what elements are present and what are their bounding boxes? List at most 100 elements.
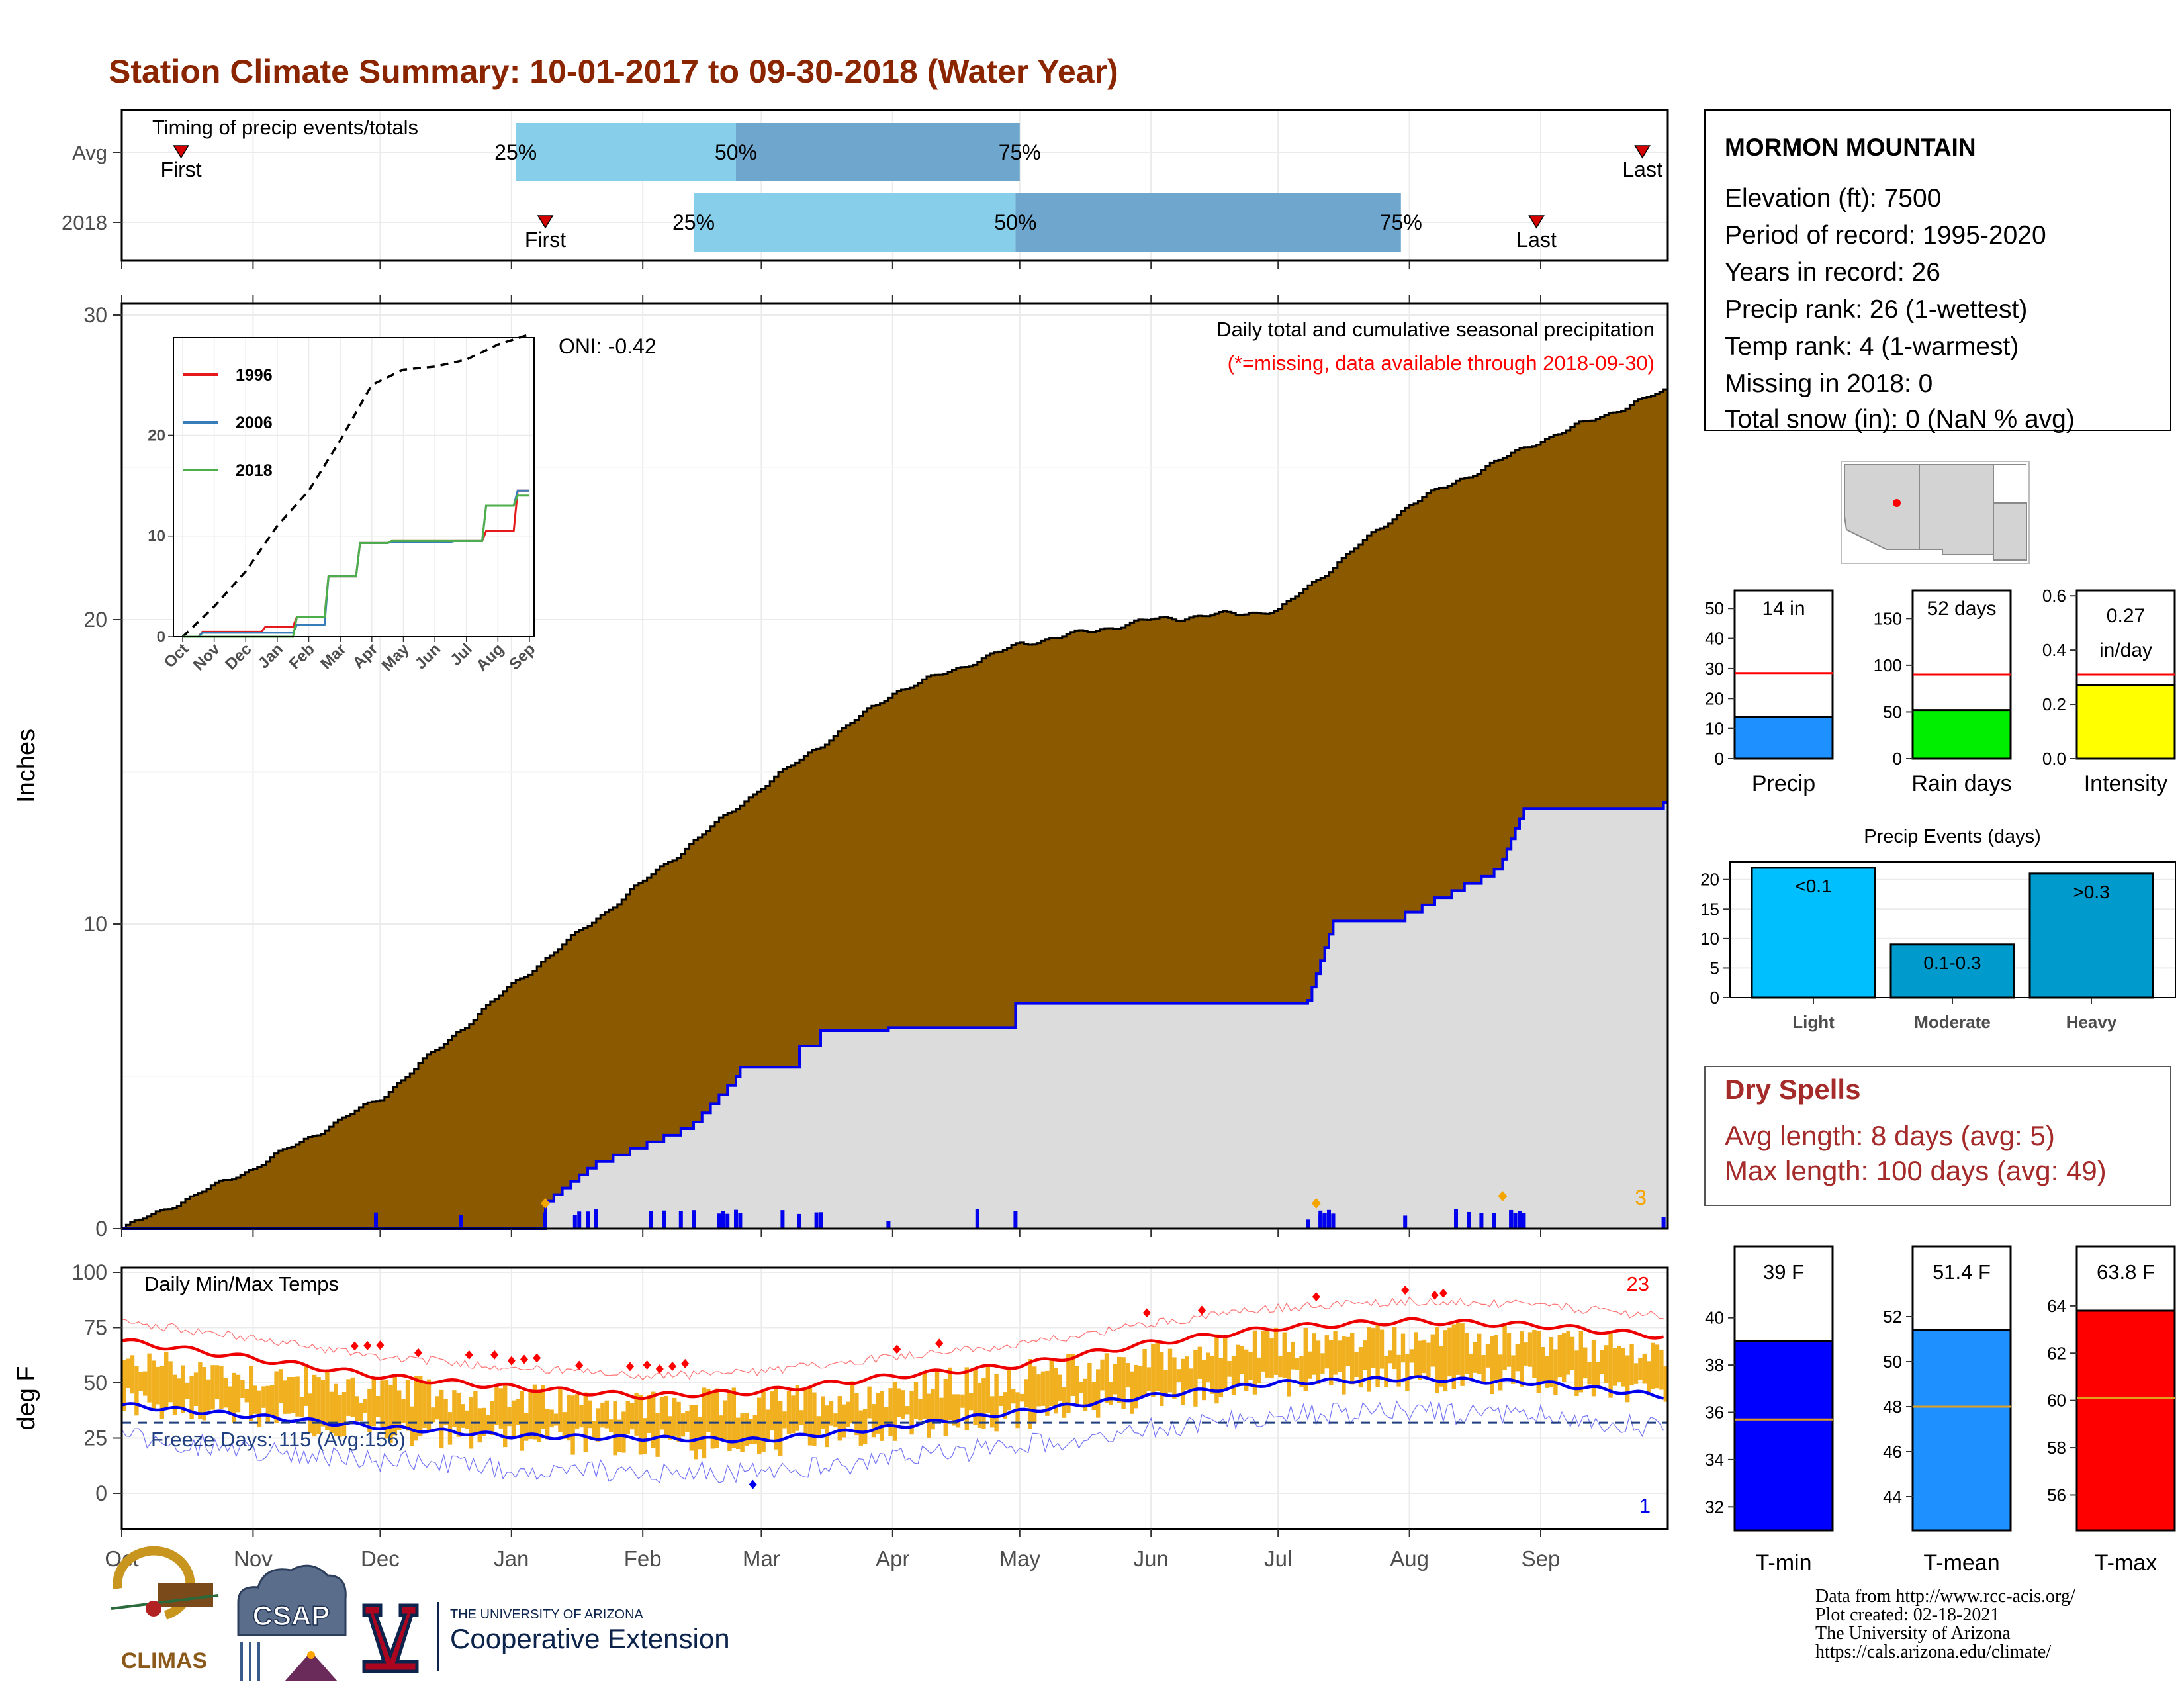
- inset-average-line: [181, 333, 530, 638]
- temp-range-bar-30: [249, 1366, 253, 1421]
- temp-range-bar-244: [1155, 1342, 1160, 1391]
- temp-range-bar-61: [380, 1380, 385, 1427]
- temp-range-bar-44: [308, 1393, 312, 1434]
- temp-range-bar-269: [1261, 1331, 1265, 1372]
- heavy-event-markers: [541, 1191, 1508, 1209]
- temp-range-bar-311: [1439, 1346, 1443, 1387]
- temp-range-bar-74: [435, 1396, 439, 1420]
- temp-range-bar-267: [1252, 1330, 1257, 1395]
- mini-tick-label-0-3: 30: [1705, 659, 1724, 679]
- temp-range-bar-291: [1354, 1352, 1359, 1377]
- record-high-marker-10: [626, 1362, 634, 1372]
- heavy-event-marker-1: [1311, 1198, 1321, 1209]
- climas-wordmark: CLIMAS: [121, 1648, 207, 1673]
- daily-precip-bars: [374, 1209, 1666, 1229]
- events-ytick-label-4: 20: [1700, 870, 1719, 890]
- mini-label-1: Rain days: [1911, 771, 2011, 796]
- temp-range-bar-186: [909, 1391, 914, 1435]
- mini-tick-label-1-1: 50: [1883, 702, 1902, 722]
- station-line-1: Elevation (ft): 7500: [1725, 184, 1941, 212]
- temp-range-bar-145: [736, 1417, 741, 1450]
- temp-range-bar-323: [1490, 1336, 1494, 1394]
- temp-range-bar-349: [1600, 1350, 1604, 1374]
- temp-range-bar-17: [193, 1372, 199, 1407]
- temp-range-bar-62: [384, 1380, 389, 1439]
- temp-range-bar-328: [1511, 1355, 1516, 1384]
- temp-range-bar-139: [710, 1391, 715, 1449]
- record-high-marker-22: [1439, 1288, 1447, 1298]
- temp-range-bar-45: [312, 1374, 317, 1437]
- temp-range-bar-249: [1176, 1369, 1181, 1382]
- temp-range-bar-9: [159, 1366, 164, 1419]
- temp-range-bar-259: [1218, 1358, 1223, 1397]
- daily-precip-bar-19: [814, 1212, 819, 1229]
- temp-range-bar-238: [1130, 1371, 1134, 1414]
- temperature-summary-bars: 39 F 32 34 36 38 40 T-min 51.4 F 44 46 48 50 52 T-mea…: [1705, 1245, 2176, 1575]
- temp-range-bar-362: [1655, 1344, 1660, 1389]
- temp-range-bar-178: [876, 1393, 880, 1434]
- temp-range-bar-289: [1345, 1336, 1350, 1367]
- mini-tick-label-2-3: 0.6: [2042, 586, 2066, 606]
- timing-p25-label-1: 25%: [672, 211, 715, 234]
- temp-range-bar-351: [1608, 1331, 1613, 1398]
- temp-ytick-label-3: 75: [83, 1316, 107, 1340]
- temp-range-bar-94: [520, 1391, 524, 1451]
- temp-range-bar-54: [350, 1377, 355, 1417]
- temp-range-bar-282: [1316, 1340, 1321, 1384]
- temp-y-label: deg F: [13, 1366, 40, 1430]
- temp-range-bar-356: [1629, 1344, 1634, 1385]
- temp-range-bar-33: [261, 1386, 266, 1408]
- temp-range-bar-193: [939, 1397, 944, 1423]
- temp-summary-tick-label-2-1: 58: [2047, 1438, 2066, 1458]
- temp-range-bar-136: [698, 1417, 702, 1450]
- temp-range-bar-234: [1113, 1364, 1117, 1395]
- temp-range-bar-46: [316, 1377, 321, 1434]
- temp-range-bar-56: [359, 1403, 363, 1422]
- temp-range-bar-321: [1481, 1355, 1486, 1384]
- temp-range-bar-274: [1282, 1332, 1287, 1378]
- timing-last-marker-1: [1528, 215, 1545, 229]
- temp-range-bar-146: [740, 1413, 745, 1452]
- temp-range-bar-133: [685, 1411, 690, 1432]
- cumulative-precip-area: [122, 802, 1668, 1229]
- mini-value-2: 0.27: [2107, 605, 2145, 627]
- temp-range-bar-230: [1096, 1369, 1101, 1418]
- temp-range-bar-302: [1400, 1333, 1406, 1363]
- inset-ytick-label-0: 0: [157, 628, 165, 646]
- temp-range-bar-171: [846, 1401, 850, 1427]
- temp-ytick-label-2: 50: [83, 1371, 107, 1395]
- month-label-jun: Jun: [1134, 1546, 1169, 1571]
- temp-range-bar-91: [507, 1407, 512, 1427]
- mini-tick-label-0-1: 10: [1705, 719, 1724, 739]
- credit-line-2: Plot created: 02-18-2021: [1815, 1605, 1999, 1625]
- credits: Data from http://www.rcc-acis.org/ Plot …: [1815, 1586, 2075, 1662]
- temp-range-bar-277: [1295, 1358, 1300, 1370]
- inset-legend-label-1996: 1996: [236, 366, 273, 385]
- temp-range-bar-348: [1596, 1362, 1600, 1387]
- temp-range-bar-320: [1477, 1333, 1482, 1374]
- station-line-2: Period of record: 1995-2020: [1725, 221, 2046, 250]
- temp-range-bar-98: [537, 1389, 541, 1442]
- temp-range-bar-182: [892, 1381, 897, 1441]
- events-frame: [1729, 861, 2176, 998]
- temp-range-bar-164: [816, 1416, 821, 1437]
- daily-precip-bar-25: [1331, 1213, 1336, 1229]
- temp-range-bar-100: [545, 1409, 550, 1440]
- temp-range-bar-69: [414, 1376, 418, 1441]
- daily-precip-bar-11: [738, 1213, 743, 1229]
- station-line-7: Total snow (in): 0 (NaN % avg): [1725, 405, 2075, 434]
- record-high-marker-2: [376, 1340, 385, 1350]
- temp-range-bar-189: [922, 1372, 927, 1419]
- temp-range-bar-359: [1642, 1353, 1647, 1384]
- temp-range-bar-49: [329, 1391, 334, 1434]
- month-label-jan: Jan: [494, 1546, 529, 1571]
- temp-summary-value-2: 63.8 F: [2097, 1260, 2155, 1284]
- temp-range-bar-346: [1587, 1361, 1592, 1385]
- events-title: Precip Events (days): [1864, 826, 2041, 847]
- temp-range-bar-87: [490, 1401, 495, 1435]
- temp-range-bar-260: [1223, 1336, 1228, 1389]
- inset-legend: 1996 2006 2018: [183, 366, 273, 480]
- dry-spells-title: Dry Spells: [1725, 1074, 1860, 1105]
- temp-range-bar-256: [1206, 1352, 1210, 1383]
- temp-range-bar-162: [807, 1385, 813, 1446]
